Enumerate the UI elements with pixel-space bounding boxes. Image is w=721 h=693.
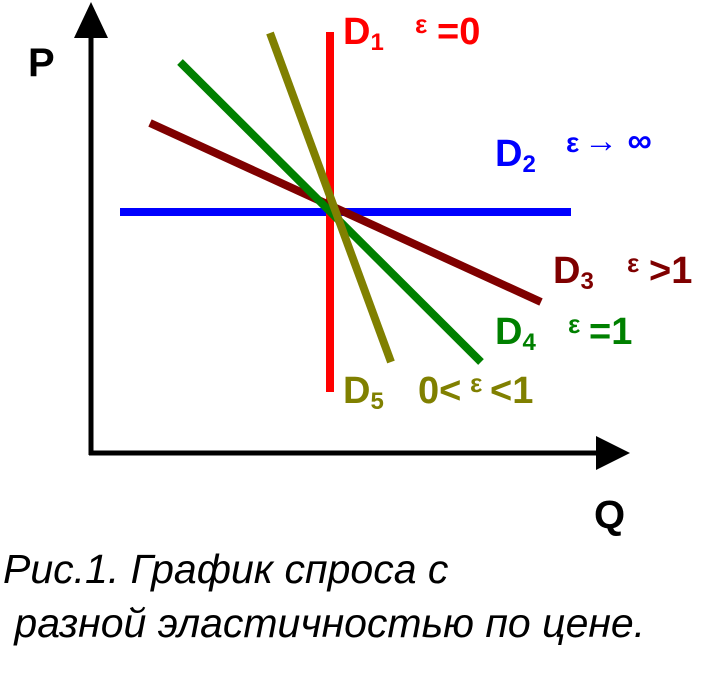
label-d4-epsilon: ε (568, 309, 580, 339)
x-axis-arrow (596, 436, 630, 470)
caption-line-2: разной эластичностью по цене. (3, 600, 646, 646)
label-d5: D5 0< ε <1 (343, 368, 533, 415)
demand-curve-d3 (148, 119, 543, 306)
demand-curve-d4 (177, 59, 484, 365)
y-axis-arrow (74, 2, 108, 38)
label-d1-value: =0 (437, 11, 480, 53)
label-d2-value: → ∞ (584, 122, 652, 160)
caption-line-1: Рис.1. График спроса с (3, 546, 449, 592)
label-d5-name: D (343, 370, 370, 412)
label-d2-epsilon: ε (566, 127, 579, 158)
y-axis-label: P (28, 41, 55, 85)
label-d1-name: D (343, 11, 370, 53)
x-axis-label: Q (594, 493, 625, 537)
label-d5-value: <1 (490, 370, 533, 412)
label-d1: D1 ε =0 (343, 9, 480, 56)
label-d4-value: =1 (589, 311, 632, 353)
label-d4-sub: 4 (522, 329, 536, 356)
label-d5-prefix: 0< (418, 370, 461, 412)
label-d5-sub: 5 (370, 388, 383, 415)
label-d5-epsilon: ε (470, 368, 482, 398)
label-d4: D4 ε =1 (495, 309, 632, 356)
label-d3-value: >1 (649, 250, 692, 292)
demand-diagram: P Q D1 ε =0 D2 ε → ∞ D3 ε >1 D4 ε =1 D5 … (28, 2, 692, 537)
label-d1-epsilon: ε (415, 9, 427, 39)
label-d4-name: D (495, 311, 522, 353)
label-d2-name: D (495, 133, 522, 175)
svg-text:D4: D4 (495, 311, 536, 356)
label-d2: D2 ε → ∞ (495, 122, 652, 178)
label-d3-name: D (553, 250, 580, 292)
svg-text:D2: D2 (495, 133, 536, 178)
label-d1-sub: 1 (370, 29, 383, 56)
label-d3: D3 ε >1 (553, 248, 692, 295)
svg-text:D5: D5 (343, 370, 384, 415)
svg-text:D3: D3 (553, 250, 594, 295)
label-d2-sub: 2 (522, 151, 535, 178)
label-d3-epsilon: ε (627, 248, 639, 278)
svg-text:D1: D1 (343, 11, 384, 56)
demand-curve-d5 (266, 31, 395, 364)
label-d3-sub: 3 (580, 268, 593, 295)
